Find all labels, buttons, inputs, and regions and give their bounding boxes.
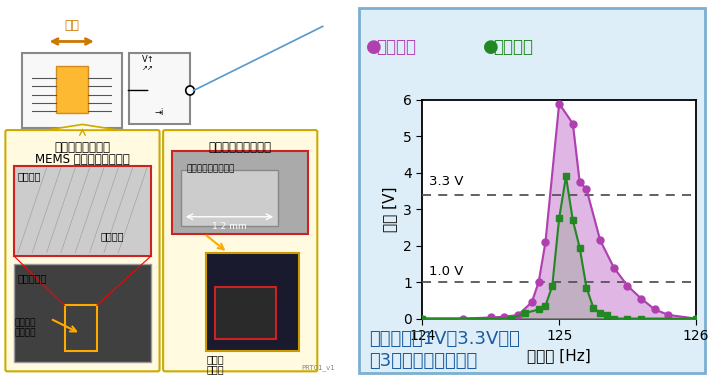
Text: 3.3 V: 3.3 V — [430, 175, 464, 188]
Text: 低閾値整流昇圧回路: 低閾値整流昇圧回路 — [209, 141, 272, 154]
X-axis label: 周波数 [Hz]: 周波数 [Hz] — [528, 349, 591, 363]
Text: 約3倍の広帯域を実現: 約3倍の広帯域を実現 — [369, 352, 477, 371]
Text: ボード: ボード — [206, 364, 224, 374]
Bar — [172, 151, 308, 234]
Text: ●: ● — [483, 38, 498, 56]
Text: →i: →i — [154, 108, 163, 117]
Text: 振動発電
デバイス: 振動発電 デバイス — [14, 318, 36, 338]
Text: 所望電圧（1V～3.3V）で: 所望電圧（1V～3.3V）で — [369, 330, 520, 348]
Text: 可動電極: 可動電極 — [100, 231, 124, 241]
FancyBboxPatch shape — [163, 130, 317, 371]
FancyBboxPatch shape — [21, 53, 122, 128]
Bar — [14, 166, 151, 256]
Text: 固定電極: 固定電極 — [18, 172, 41, 182]
Text: 1.0 V: 1.0 V — [430, 265, 464, 279]
Text: 従来技術: 従来技術 — [493, 38, 533, 56]
Bar — [65, 305, 97, 351]
Text: 提案技術: 提案技術 — [376, 38, 416, 56]
Circle shape — [186, 86, 195, 95]
Text: V↑: V↑ — [141, 55, 154, 64]
Bar — [181, 170, 278, 226]
FancyBboxPatch shape — [6, 130, 160, 371]
Text: 1.2 mm: 1.2 mm — [212, 222, 247, 231]
Y-axis label: 電圧 [V]: 電圧 [V] — [383, 187, 398, 232]
Text: ●: ● — [366, 38, 381, 56]
Text: ↗↗: ↗↗ — [141, 65, 153, 71]
Polygon shape — [47, 124, 119, 130]
Bar — [206, 253, 300, 351]
Text: MEMS 振動発電デバイス: MEMS 振動発電デバイス — [35, 153, 130, 166]
FancyBboxPatch shape — [129, 53, 190, 124]
Bar — [55, 66, 88, 113]
Text: 振動試験機: 振動試験機 — [18, 273, 48, 284]
Text: 振動: 振動 — [64, 19, 80, 32]
Text: エレクトレット型: エレクトレット型 — [55, 141, 111, 154]
Bar — [215, 287, 276, 339]
Text: PRT01_v1: PRT01_v1 — [301, 364, 335, 371]
Bar — [14, 264, 151, 362]
Text: 評価用: 評価用 — [206, 354, 224, 365]
Text: 試作した回路チップ: 試作した回路チップ — [187, 164, 235, 173]
